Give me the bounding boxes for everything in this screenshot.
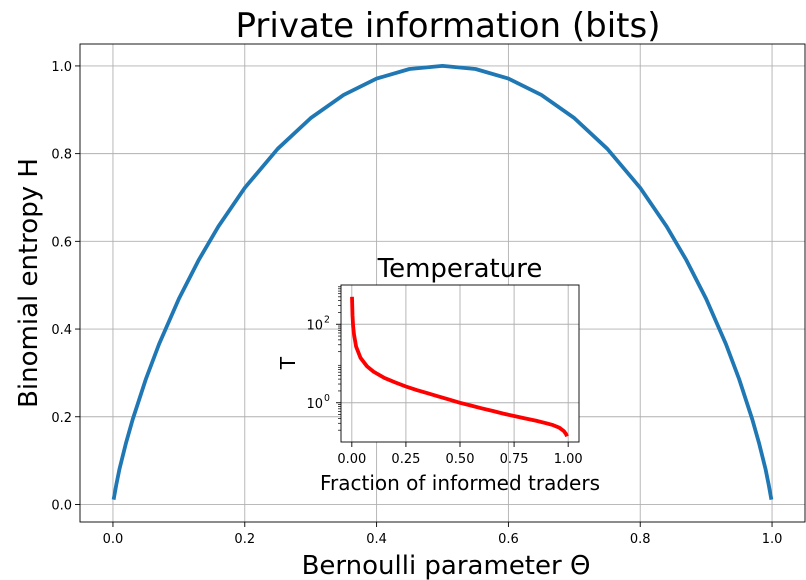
main-y-axis-label: Binomial entropy H bbox=[14, 158, 44, 408]
main-x-tick-label: 0.2 bbox=[234, 532, 255, 547]
inset-title: Temperature bbox=[377, 254, 543, 284]
main-x-tick-label: 1.0 bbox=[762, 532, 783, 547]
inset-y-tick-exponent: 2 bbox=[324, 314, 330, 325]
main-y-tick-label: 0.4 bbox=[51, 323, 72, 338]
main-x-tick-label: 0.4 bbox=[366, 532, 387, 547]
inset-x-tick-label: 0.75 bbox=[500, 452, 529, 467]
main-x-tick-label: 0.8 bbox=[630, 532, 651, 547]
main-y-tick-label: 0.0 bbox=[51, 498, 72, 513]
inset-series-0-line bbox=[350, 296, 569, 438]
main-x-tick-label: 0.6 bbox=[498, 532, 519, 547]
main-x-tick-label: 0.0 bbox=[103, 532, 124, 547]
inset-y-tick-exponent: 0 bbox=[324, 393, 330, 404]
inset-y-tick-label: 10 bbox=[306, 397, 323, 412]
inset-x-tick-label: 0.00 bbox=[337, 452, 366, 467]
inset-series-line bbox=[350, 296, 569, 438]
main-series-0-line bbox=[111, 64, 774, 500]
main-frame-rect bbox=[79, 43, 806, 523]
main-y-tick-label: 0.2 bbox=[51, 411, 72, 426]
main-x-axis-label: Bernoulli parameter Θ bbox=[302, 551, 591, 580]
inset-x-tick-label: 0.25 bbox=[391, 452, 420, 467]
main-y-tick-label: 0.6 bbox=[51, 235, 72, 250]
main-y-tick-label: 1.0 bbox=[51, 60, 72, 75]
inset-x-tick-label: 1.00 bbox=[554, 452, 583, 467]
main-y-tick-label: 0.8 bbox=[51, 148, 72, 163]
main-title: Private information (bits) bbox=[236, 6, 661, 46]
inset-x-axis-label: Fraction of informed traders bbox=[320, 471, 600, 495]
main-series-line bbox=[111, 64, 774, 500]
main-axes-frame bbox=[79, 43, 806, 523]
main-ticks: 0.0 0.2 0.4 0.6 0.8 1.0 0.0 0.2 0.4 0.6 0.8 1.0 bbox=[51, 60, 782, 547]
inset-y-axis-label: T bbox=[276, 356, 300, 370]
inset-y-tick-label: 10 bbox=[306, 318, 323, 333]
inset-x-tick-label: 0.50 bbox=[446, 452, 475, 467]
